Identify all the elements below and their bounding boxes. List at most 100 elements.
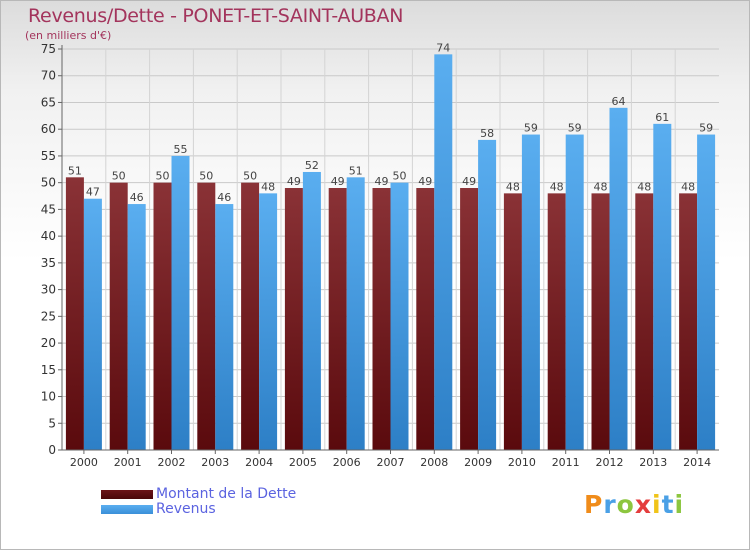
bar-dette <box>635 193 654 451</box>
y-tick-label: 20 <box>41 336 56 350</box>
data-label-dette: 49 <box>462 175 476 188</box>
chart-subtitle: (en milliers d'€) <box>25 29 112 42</box>
data-label-revenus: 74 <box>436 41 450 54</box>
y-tick-label: 10 <box>41 390 56 404</box>
bar-dette <box>284 188 303 450</box>
data-label-revenus: 59 <box>568 122 582 135</box>
bar-revenus <box>302 171 321 450</box>
data-label-revenus: 52 <box>305 159 319 172</box>
proxiti-logo: Proxiti <box>584 490 684 519</box>
y-tick-label: 40 <box>41 229 56 243</box>
x-tick-label: 2001 <box>114 456 142 469</box>
bar-revenus <box>171 155 190 450</box>
logo-letter: t <box>661 490 675 519</box>
bar-revenus <box>83 198 102 450</box>
x-tick-label: 2003 <box>201 456 229 469</box>
label-layer: 51 47 50 46 50 55 50 46 50 48 49 52 49 51 49 50 49 74 49 58… <box>68 41 713 204</box>
data-label-revenus: 59 <box>699 122 713 135</box>
y-tick-label: 30 <box>41 283 56 297</box>
bar-revenus <box>346 177 365 450</box>
bar-dette <box>109 182 128 450</box>
bar-dette <box>153 182 172 450</box>
bar-revenus <box>697 134 716 450</box>
bar-dette <box>241 182 260 450</box>
data-label-dette: 49 <box>418 175 432 188</box>
y-tick-label: 0 <box>48 443 56 457</box>
data-label-revenus: 55 <box>174 143 188 156</box>
y-tick-label: 60 <box>41 122 56 136</box>
bar-dette <box>503 193 522 451</box>
data-label-revenus: 61 <box>655 111 669 124</box>
logo-letter: P <box>584 490 604 519</box>
bar-revenus <box>521 134 540 450</box>
bar-dette <box>591 193 610 451</box>
data-label-revenus: 51 <box>349 164 363 177</box>
data-label-revenus: 46 <box>130 191 144 204</box>
x-tick-label: 2006 <box>333 456 361 469</box>
bar-revenus <box>653 123 672 450</box>
data-label-dette: 50 <box>156 170 170 183</box>
y-tick-label: 35 <box>41 256 56 270</box>
legend-label-dette: Montant de la Dette <box>156 486 297 502</box>
logo-letter: x <box>634 490 652 519</box>
data-label-dette: 48 <box>681 180 695 193</box>
logo-letter: i <box>652 490 662 519</box>
x-tick-label: 2004 <box>245 456 273 469</box>
bar-dette <box>328 188 347 450</box>
x-tick-label: 2013 <box>639 456 667 469</box>
x-tick-label: 2011 <box>552 456 580 469</box>
bar-revenus <box>565 134 584 450</box>
data-label-dette: 50 <box>199 170 213 183</box>
bar-revenus <box>127 204 146 450</box>
data-label-dette: 49 <box>331 175 345 188</box>
data-label-revenus: 64 <box>612 95 626 108</box>
x-tick-label: 2007 <box>377 456 405 469</box>
x-tick-label: 2009 <box>464 456 492 469</box>
data-label-dette: 48 <box>594 180 608 193</box>
logo-letter: o <box>616 490 635 519</box>
legend-label-revenus: Revenus <box>156 501 216 517</box>
y-tick-label: 25 <box>41 309 56 323</box>
x-tick-label: 2000 <box>70 456 98 469</box>
logo-letter: r <box>603 490 617 519</box>
x-tick-label: 2010 <box>508 456 536 469</box>
bar-dette <box>416 188 435 450</box>
logo-letter: i <box>674 490 685 519</box>
x-tick-label: 2005 <box>289 456 317 469</box>
x-tick-label: 2008 <box>420 456 448 469</box>
bar-dette <box>547 193 566 451</box>
data-label-dette: 49 <box>375 175 389 188</box>
data-label-dette: 50 <box>243 170 257 183</box>
y-tick-label: 70 <box>41 69 56 83</box>
bar-layer <box>65 54 716 451</box>
bar-dette <box>197 182 216 450</box>
y-tick-label: 65 <box>41 95 56 109</box>
bar-dette <box>460 188 479 450</box>
x-tick-label: 2012 <box>596 456 624 469</box>
data-label-revenus: 48 <box>261 180 275 193</box>
data-label-dette: 50 <box>112 170 126 183</box>
legend-swatch-revenus <box>101 505 153 514</box>
bar-revenus <box>215 204 234 450</box>
data-label-revenus: 47 <box>86 186 100 199</box>
y-tick-label: 15 <box>41 363 56 377</box>
data-label-revenus: 46 <box>217 191 231 204</box>
data-label-revenus: 58 <box>480 127 494 140</box>
bar-revenus <box>609 107 628 451</box>
bar-dette <box>65 177 84 450</box>
chart-title: Revenus/Dette - PONET-ET-SAINT-AUBAN <box>28 5 404 27</box>
data-label-dette: 48 <box>637 180 651 193</box>
y-tick-label: 50 <box>41 176 56 190</box>
bar-revenus <box>478 139 497 451</box>
x-tick-label: 2014 <box>683 456 711 469</box>
data-label-dette: 48 <box>506 180 520 193</box>
data-label-revenus: 50 <box>393 170 407 183</box>
y-tick-label: 45 <box>41 202 56 216</box>
x-tick-label: 2002 <box>158 456 186 469</box>
bar-revenus <box>434 54 453 450</box>
y-tick-label: 75 <box>41 42 56 56</box>
bar-dette <box>679 193 698 451</box>
y-tick-label: 55 <box>41 149 56 163</box>
